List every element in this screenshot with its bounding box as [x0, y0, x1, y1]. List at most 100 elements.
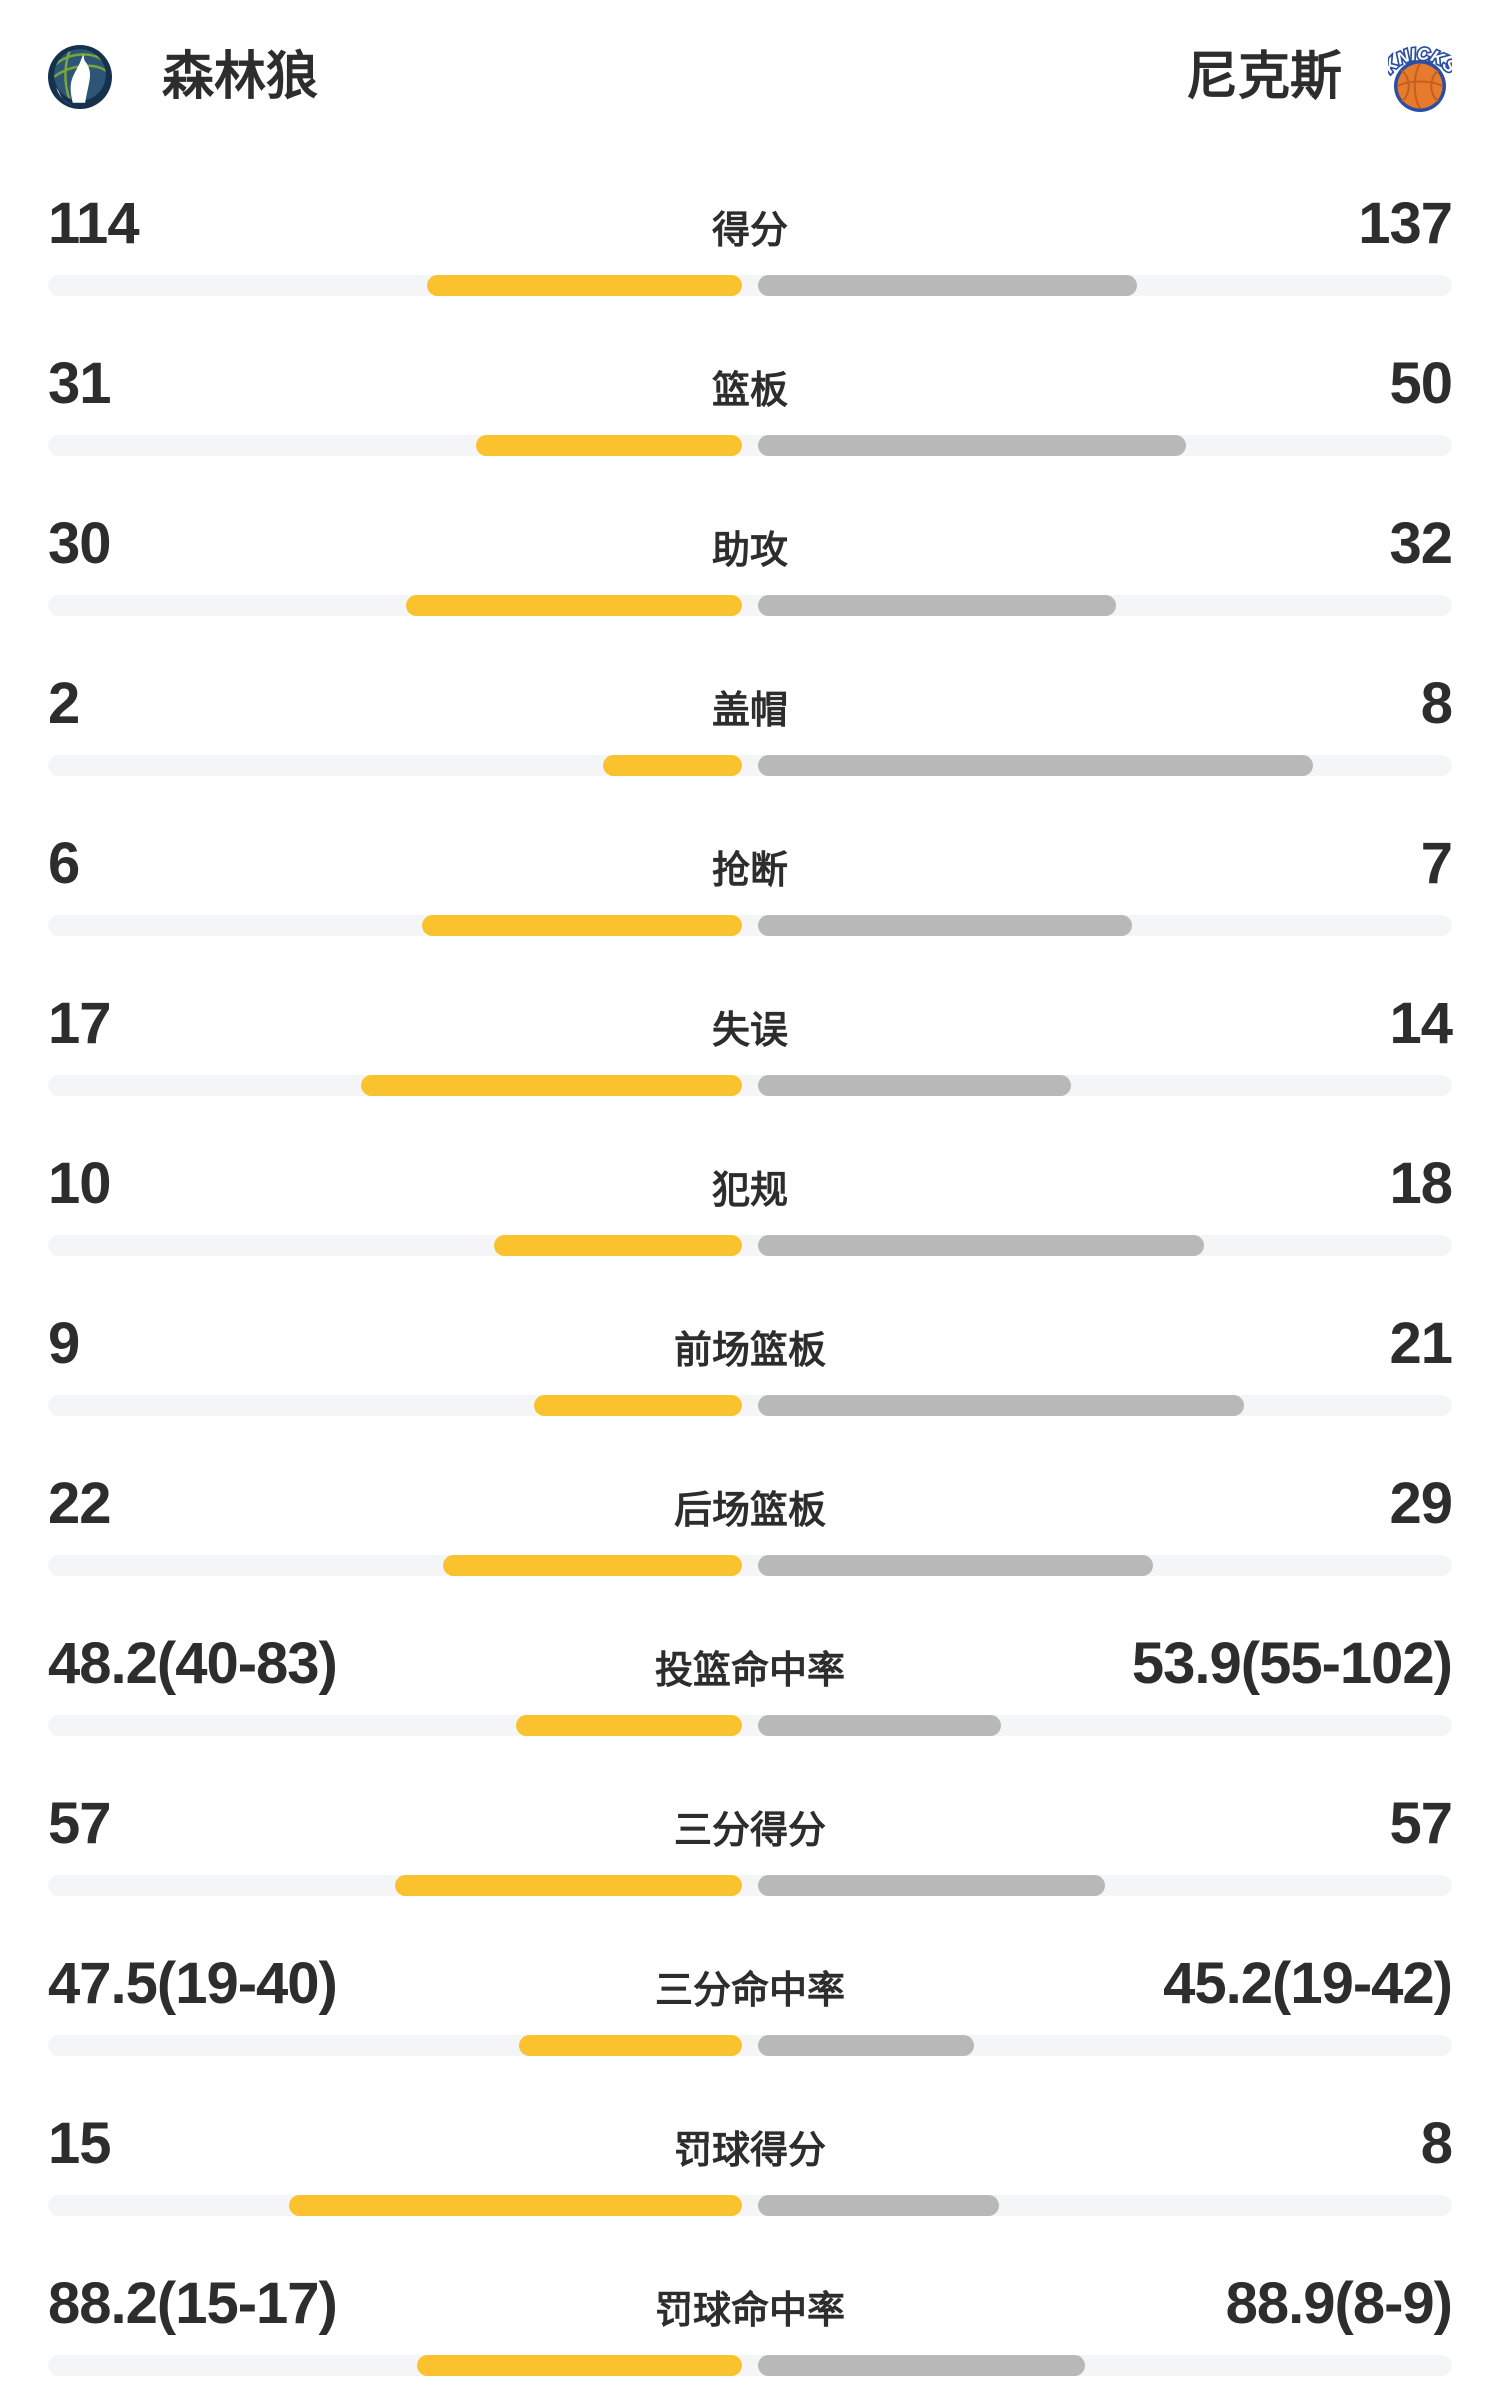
stat-bar-left — [443, 1555, 742, 1576]
stat-row: 114 得分 137 — [48, 182, 1453, 342]
stat-row: 57 三分得分 57 — [48, 1782, 1453, 1942]
stat-values: 114 得分 137 — [48, 191, 1453, 256]
team-right: 尼克斯 KNICKS — [1186, 42, 1452, 112]
stat-row: 48.2(40-83) 投篮命中率 53.9(55-102) — [48, 1622, 1453, 1782]
stat-bar-track — [48, 2195, 1452, 2216]
stat-row: 88.2(15-17) 罚球命中率 88.9(8-9) — [48, 2262, 1453, 2400]
stat-values: 22 后场篮板 29 — [48, 1471, 1453, 1536]
stat-value-right: 7 — [1420, 831, 1453, 896]
stat-bar-left — [406, 595, 742, 616]
stat-row: 30 助攻 32 — [48, 502, 1453, 662]
stat-row: 10 犯规 18 — [48, 1142, 1453, 1302]
stat-bar-right — [758, 755, 1313, 776]
stat-values: 17 失误 14 — [48, 991, 1453, 1056]
stat-values: 6 抢断 7 — [48, 831, 1453, 896]
stat-bar-right — [758, 1555, 1153, 1576]
stat-bar-right — [758, 595, 1116, 616]
stat-values: 88.2(15-17) 罚球命中率 88.9(8-9) — [48, 2271, 1453, 2336]
stat-bar-track — [48, 595, 1452, 616]
stat-bar-right — [758, 1075, 1071, 1096]
stat-values: 2 盖帽 8 — [48, 671, 1453, 736]
team-left: 森林狼 — [48, 45, 318, 109]
stat-value-left: 30 — [48, 511, 112, 576]
stat-label: 罚球得分 — [673, 2130, 827, 2172]
stat-value-left: 114 — [48, 191, 140, 256]
stat-bar-left — [427, 275, 742, 296]
stat-bar-track — [48, 1395, 1452, 1416]
stat-bar-track — [48, 1235, 1452, 1256]
stat-bar-left — [289, 2195, 742, 2216]
knicks-logo: KNICKS — [1388, 42, 1452, 112]
stat-values: 31 篮板 50 — [48, 355, 1453, 413]
stat-label: 盖帽 — [711, 690, 789, 732]
stat-row: 9 前场篮板 21 — [48, 1302, 1453, 1462]
stat-value-right: 18 — [1389, 1151, 1453, 1216]
stat-bar-right — [758, 2195, 999, 2216]
stat-bar-left — [476, 435, 742, 456]
stat-bar-left — [603, 755, 742, 776]
stat-value-left: 15 — [48, 2111, 112, 2176]
stat-label: 犯规 — [711, 1170, 789, 1212]
stat-row: 6 抢断 7 — [48, 822, 1453, 982]
stat-bar-right — [758, 1875, 1105, 1896]
stats-list: 114 得分 137 31 篮板 50 30 助攻 32 — [0, 182, 1500, 2400]
stat-label: 失误 — [711, 1010, 789, 1052]
stat-bar-left — [534, 1395, 742, 1416]
stat-bar-left — [395, 1875, 742, 1896]
stat-values: 10 犯规 18 — [48, 1151, 1453, 1216]
stat-bar-track — [48, 915, 1452, 936]
stat-value-left: 22 — [48, 1471, 112, 1536]
stat-label: 后场篮板 — [673, 1490, 827, 1532]
stat-bar-track — [48, 1875, 1452, 1896]
stat-row: 22 后场篮板 29 — [48, 1462, 1453, 1622]
stat-value-right: 21 — [1389, 1311, 1453, 1376]
stat-bar-left — [417, 2355, 742, 2376]
stat-value-right: 8 — [1420, 2111, 1453, 2176]
stat-row: 15 罚球得分 8 — [48, 2102, 1453, 2262]
stat-bar-right — [758, 435, 1186, 456]
header: 森林狼 尼克斯 KNICKS — [0, 42, 1500, 112]
stat-bar-track — [48, 1715, 1452, 1736]
stat-values: 30 助攻 32 — [48, 511, 1453, 576]
stat-values: 15 罚球得分 8 — [48, 2111, 1453, 2176]
stat-bar-right — [758, 2035, 974, 2056]
stat-row: 2 盖帽 8 — [48, 662, 1453, 822]
stat-bar-track — [48, 2355, 1452, 2376]
stat-bar-left — [422, 915, 742, 936]
stat-bar-right — [758, 1395, 1244, 1416]
stat-label: 助攻 — [711, 530, 789, 572]
stat-bar-track — [48, 755, 1452, 776]
stat-row: 31 篮板 50 — [48, 342, 1453, 502]
stat-row: 47.5(19-40) 三分命中率 45.2(19-42) — [48, 1942, 1453, 2102]
team-left-name: 森林狼 — [162, 48, 319, 106]
team-right-name: 尼克斯 — [1185, 48, 1342, 106]
stat-value-right: 14 — [1389, 991, 1453, 1056]
stat-bar-right — [758, 2355, 1085, 2376]
stat-values: 9 前场篮板 21 — [48, 1311, 1453, 1376]
stat-value-right: 88.9(8-9) — [1225, 2271, 1453, 2336]
stat-value-right: 29 — [1389, 1471, 1453, 1536]
stat-bar-left — [361, 1075, 742, 1096]
stat-bar-right — [758, 915, 1132, 936]
stat-value-left: 57 — [48, 1791, 112, 1856]
stat-bar-track — [48, 1555, 1452, 1576]
stat-bar-track — [48, 435, 1452, 456]
stat-value-right: 137 — [1358, 191, 1453, 256]
stat-values: 57 三分得分 57 — [48, 1791, 1453, 1856]
stat-bar-track — [48, 2035, 1452, 2056]
stat-value-right: 57 — [1389, 1791, 1453, 1856]
stat-value-right: 53.9(55-102) — [1131, 1631, 1453, 1696]
stat-value-left: 48.2(40-83) — [48, 1631, 338, 1696]
stat-row: 17 失误 14 — [48, 982, 1453, 1142]
stat-value-left: 47.5(19-40) — [48, 1951, 338, 2016]
stat-bar-track — [48, 1075, 1452, 1096]
stat-value-left: 88.2(15-17) — [48, 2271, 338, 2336]
stat-values: 47.5(19-40) 三分命中率 45.2(19-42) — [48, 1951, 1453, 2016]
stat-bar-left — [519, 2035, 742, 2056]
stat-value-right: 32 — [1389, 511, 1453, 576]
stat-label: 罚球命中率 — [654, 2290, 846, 2332]
stat-value-left: 2 — [48, 671, 80, 736]
stat-value-right: 8 — [1420, 671, 1453, 736]
stat-value-left: 6 — [48, 831, 80, 896]
